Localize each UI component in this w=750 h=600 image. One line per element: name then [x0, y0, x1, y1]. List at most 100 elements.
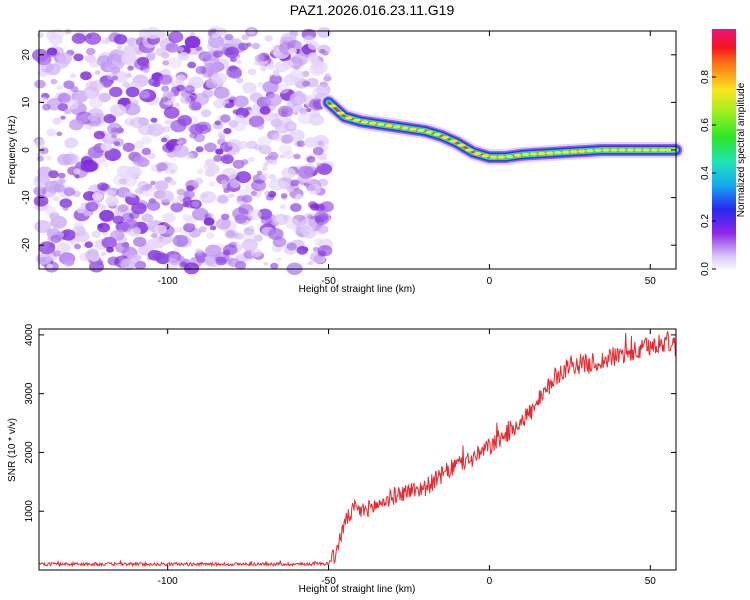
- noise-blob: [216, 174, 230, 185]
- colorbar-band: [712, 173, 736, 176]
- noise-blob: [36, 32, 44, 38]
- noise-blob: [80, 71, 92, 81]
- ridge-peak: [618, 148, 627, 152]
- y-tick-label: 20: [21, 49, 32, 61]
- ridge-peak: [585, 149, 594, 153]
- colorbar-band: [712, 169, 736, 172]
- colorbar-band: [712, 153, 736, 156]
- noise-blob: [56, 85, 63, 91]
- noise-blob: [180, 90, 191, 98]
- noise-blob: [126, 166, 142, 178]
- ridge-peak: [368, 121, 377, 125]
- noise-blob: [257, 208, 273, 220]
- noise-blob: [282, 39, 289, 45]
- colorbar-band: [712, 165, 736, 168]
- colorbar-band: [712, 199, 736, 202]
- colorbar-tick-label: 0.0: [700, 262, 711, 276]
- noise-blob: [286, 185, 295, 192]
- noise-blob: [160, 86, 168, 92]
- noise-blob: [256, 170, 263, 175]
- colorbar-band: [712, 187, 736, 190]
- noise-blob: [164, 119, 172, 125]
- noise-blob: [315, 203, 325, 212]
- spectrogram-ridge: [320, 94, 684, 166]
- noise-blob: [136, 56, 150, 67]
- colorbar-tick-label: 0.6: [700, 118, 711, 132]
- noise-blob: [257, 82, 264, 88]
- noise-blob: [100, 142, 113, 152]
- colorbar-band: [712, 197, 736, 200]
- colorbar-band: [712, 249, 736, 252]
- colorbar-band: [712, 107, 736, 110]
- noise-blob: [53, 183, 65, 193]
- colorbar-band: [712, 233, 736, 236]
- noise-blob: [277, 105, 294, 118]
- noise-blob: [35, 252, 52, 265]
- ridge-peak: [481, 154, 490, 158]
- noise-blob: [189, 32, 196, 37]
- ridge-peak: [594, 148, 602, 152]
- colorbar-gradient: [712, 29, 736, 270]
- ridge-peak: [553, 151, 562, 155]
- colorbar-band: [712, 195, 736, 198]
- noise-blob: [149, 51, 156, 58]
- colorbar-band: [712, 127, 736, 130]
- ridge-peak: [401, 126, 409, 130]
- noise-blob: [259, 106, 271, 115]
- noise-blob: [238, 188, 248, 197]
- noise-blob: [253, 234, 263, 242]
- noise-blob: [73, 221, 84, 229]
- noise-blob: [189, 132, 198, 139]
- noise-blob: [162, 142, 176, 153]
- noise-blob: [56, 242, 71, 254]
- colorbar-band: [712, 201, 736, 204]
- noise-blob: [280, 193, 288, 199]
- noise-blob: [45, 31, 58, 40]
- noise-blob: [88, 60, 99, 68]
- noise-blob: [234, 114, 245, 124]
- colorbar-band: [712, 61, 736, 64]
- noise-blob: [80, 159, 98, 173]
- x-tick-label: 0: [487, 276, 493, 287]
- noise-blob: [316, 163, 333, 176]
- noise-blob: [134, 260, 147, 270]
- noise-blob: [176, 188, 186, 196]
- noise-blob: [37, 68, 49, 77]
- ridge-peak: [577, 149, 586, 153]
- noise-blob: [55, 92, 67, 101]
- noise-blob: [251, 42, 261, 50]
- ridge-peak: [634, 148, 643, 152]
- noise-blob: [141, 136, 152, 145]
- noise-blob: [309, 64, 325, 76]
- noise-blob: [172, 144, 189, 158]
- colorbar-band: [712, 75, 736, 78]
- noise-blob: [46, 263, 54, 269]
- noise-blob: [66, 259, 75, 266]
- noise-blob: [234, 232, 244, 240]
- noise-blob: [195, 248, 203, 255]
- noise-blob: [113, 34, 128, 45]
- noise-blob: [295, 227, 309, 238]
- noise-blob: [242, 82, 257, 94]
- noise-blob: [64, 28, 72, 35]
- noise-blob: [69, 73, 77, 79]
- ridge-peak: [392, 125, 401, 129]
- noise-blob: [215, 218, 231, 230]
- noise-blob: [84, 32, 102, 45]
- snr-series-line: [38, 331, 677, 568]
- spectrogram-y-ticks: -20 -10 0 10 20: [21, 49, 676, 252]
- noise-blob: [205, 212, 214, 219]
- colorbar-band: [712, 87, 736, 90]
- noise-blob: [220, 114, 231, 123]
- noise-blob: [177, 46, 184, 53]
- noise-blob: [39, 147, 49, 155]
- noise-blob: [207, 35, 224, 48]
- noise-blob: [208, 181, 216, 187]
- colorbar-band: [712, 111, 736, 114]
- noise-blob: [270, 44, 285, 56]
- colorbar-band: [712, 93, 736, 96]
- colorbar-band: [712, 163, 736, 166]
- noise-blob: [184, 35, 201, 49]
- noise-blob: [241, 34, 250, 41]
- noise-blob: [74, 230, 90, 243]
